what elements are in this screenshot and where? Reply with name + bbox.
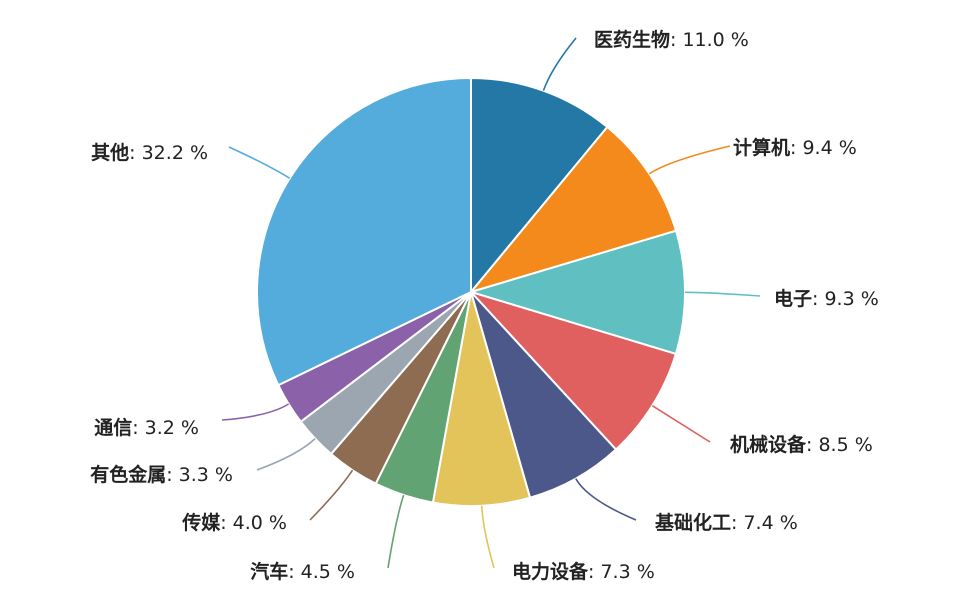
slice-label-value: : 7.3 %	[588, 561, 655, 583]
leader-lines	[221, 37, 761, 569]
pie-slice-1[interactable]	[470, 126, 678, 293]
pie-slice-5[interactable]	[431, 291, 532, 507]
slice-label-name: 通信	[94, 416, 132, 439]
slice-label-2: 电子: 9.3 %	[774, 287, 879, 310]
slice-label-name: 机械设备	[730, 433, 807, 456]
slice-label-value: : 8.5 %	[806, 434, 873, 456]
leader-line-5	[480, 505, 495, 569]
pie-slices	[256, 77, 686, 507]
slice-label-value: : 9.3 %	[812, 288, 879, 310]
slice-label-value: : 3.2 %	[132, 417, 199, 439]
slice-label-value: : 4.5 %	[288, 561, 355, 583]
leader-line-9	[221, 403, 290, 421]
leader-line-8	[256, 438, 316, 471]
slice-label-5: 电力设备: 7.3 %	[512, 560, 655, 583]
slice-label-name: 其他	[91, 141, 129, 164]
slice-label-0: 医药生物: 11.0 %	[594, 28, 749, 51]
slice-label-name: 汽车	[250, 560, 288, 583]
slice-label-8: 有色金属: 3.3 %	[90, 463, 233, 486]
slice-label-name: 传媒	[181, 511, 221, 534]
slice-label-name: 电子	[774, 287, 812, 310]
slice-label-name: 计算机	[733, 136, 790, 159]
slice-label-value: : 32.2 %	[129, 142, 208, 164]
slice-label-name: 基础化工	[654, 511, 731, 534]
leader-line-7	[309, 469, 354, 521]
slice-labels: 医药生物: 11.0 % 计算机: 9.4 % 电子: 9.3 % 机械设备: 8.5…	[90, 28, 879, 583]
leader-line-10	[228, 146, 291, 179]
slice-label-value: : 4.0 %	[220, 512, 287, 534]
slice-label-9: 通信: 3.2 %	[94, 416, 199, 439]
leader-line-6	[387, 494, 405, 569]
slice-label-name: 医药生物	[594, 28, 670, 51]
pie-slice-0[interactable]	[470, 77, 609, 293]
leader-line-3	[651, 405, 711, 443]
leader-line-4	[575, 478, 637, 521]
slice-label-name: 有色金属	[90, 463, 166, 486]
slice-label-value: : 9.4 %	[790, 137, 857, 159]
pie-slice-10[interactable]	[256, 77, 472, 387]
pie-slice-4[interactable]	[470, 291, 617, 499]
slice-label-3: 机械设备: 8.5 %	[730, 433, 873, 456]
leader-line-0	[542, 37, 577, 91]
slice-label-1: 计算机: 9.4 %	[733, 136, 857, 159]
slice-label-value: : 3.3 %	[166, 464, 233, 486]
slice-label-4: 基础化工: 7.4 %	[654, 511, 798, 534]
slice-label-7: 传媒: 4.0 %	[181, 511, 287, 534]
slice-label-6: 汽车: 4.5 %	[250, 560, 355, 583]
slice-label-value: : 7.4 %	[731, 512, 798, 534]
leader-line-1	[648, 145, 731, 175]
slice-label-name: 电力设备	[512, 560, 589, 583]
leader-line-2	[684, 291, 761, 297]
pie-slice-2[interactable]	[470, 229, 686, 355]
slice-label-10: 其他: 32.2 %	[91, 141, 208, 164]
slice-label-value: : 11.0 %	[670, 29, 749, 51]
pie-slice-3[interactable]	[470, 291, 677, 451]
